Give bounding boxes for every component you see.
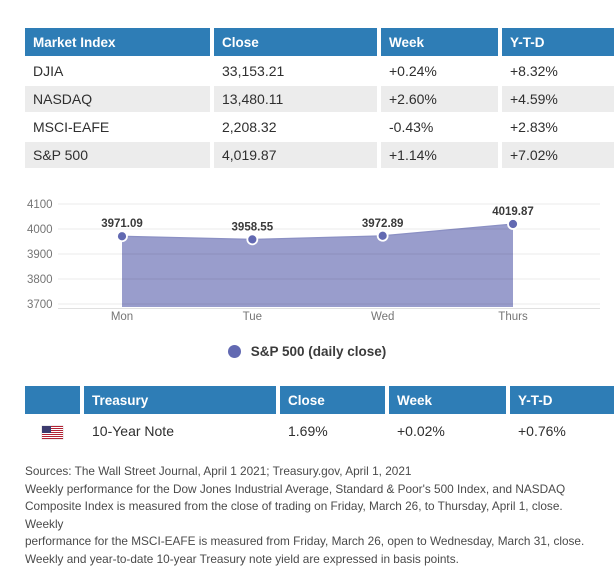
treasury-week: +0.02% [389, 416, 506, 446]
flag-cell [25, 416, 80, 446]
index-name: NASDAQ [25, 86, 210, 112]
header-ytd: Y-T-D [502, 28, 614, 56]
svg-text:Mon: Mon [111, 311, 133, 323]
table-row-djia: DJIA 33,153.21 +0.24% +8.32% [25, 58, 614, 84]
index-ytd: +4.59% [502, 86, 614, 112]
treasury-header-row: Treasury Close Week Y-T-D [25, 386, 614, 414]
svg-text:3972.89: 3972.89 [362, 218, 404, 230]
header-ytd: Y-T-D [510, 386, 614, 414]
chart-legend: S&P 500 (daily close) [0, 341, 614, 361]
market-index-table: Market Index Close Week Y-T-D DJIA 33,15… [21, 26, 614, 170]
index-name: MSCI-EAFE [33, 119, 110, 135]
header-market-index: Market Index [25, 28, 210, 56]
svg-text:3800: 3800 [27, 274, 53, 286]
header-close: Close [214, 28, 377, 56]
header-week: Week [389, 386, 506, 414]
table-row-10-year-note: 10-Year Note 1.69% +0.02% +0.76% [25, 416, 614, 446]
svg-text:4019.87: 4019.87 [492, 206, 534, 218]
index-week: +1.14% [381, 142, 498, 168]
treasury-close: 1.69% [280, 416, 385, 446]
index-name: S&P 500 [25, 142, 210, 168]
legend-label: S&P 500 (daily close) [250, 343, 387, 359]
header-flag-spacer [25, 386, 80, 414]
us-flag-icon [42, 425, 63, 439]
svg-text:Wed: Wed [371, 311, 394, 323]
svg-text:Thurs: Thurs [498, 311, 528, 323]
svg-text:3958.55: 3958.55 [232, 221, 274, 233]
header-close: Close [280, 386, 385, 414]
index-ytd: +8.32% [510, 63, 558, 79]
header-treasury: Treasury [84, 386, 276, 414]
flag-canton [42, 425, 51, 433]
svg-text:4100: 4100 [27, 199, 53, 211]
sp500-chart-area: 4100 4000 3900 3800 3700 Mon Tue Wed Thurs 3971.0… [0, 182, 614, 332]
svg-text:3700: 3700 [27, 299, 53, 311]
index-ytd: +2.83% [510, 119, 558, 135]
index-week: +2.60% [381, 86, 498, 112]
svg-text:3900: 3900 [27, 249, 53, 261]
index-name: DJIA [33, 63, 64, 79]
legend-dot-icon [227, 344, 241, 358]
treasury-ytd: +0.76% [510, 416, 614, 446]
svg-text:Tue: Tue [243, 311, 262, 323]
index-close: 4,019.87 [214, 142, 377, 168]
market-table-header-row: Market Index Close Week Y-T-D [25, 28, 614, 56]
index-close: 2,208.32 [222, 119, 277, 135]
index-close: 33,153.21 [222, 63, 285, 79]
index-week: +0.24% [389, 63, 437, 79]
treasury-name: 10-Year Note [84, 416, 276, 446]
index-week: -0.43% [389, 119, 434, 135]
table-row-msci-eafe: MSCI-EAFE 2,208.32 -0.43% +2.83% [25, 114, 614, 140]
treasury-table: Treasury Close Week Y-T-D 10-Year Note 1… [21, 384, 614, 448]
index-ytd: +7.02% [502, 142, 614, 168]
header-week: Week [381, 28, 498, 56]
table-row-sp500: S&P 500 4,019.87 +1.14% +7.02% [25, 142, 614, 168]
svg-text:3971.09: 3971.09 [101, 218, 143, 230]
index-close: 13,480.11 [214, 86, 377, 112]
table-row-nasdaq: NASDAQ 13,480.11 +2.60% +4.59% [25, 86, 614, 112]
sp500-area-chart: 4100 4000 3900 3800 3700 Mon Tue Wed Thurs 3971.0… [27, 199, 600, 323]
svg-text:4000: 4000 [27, 224, 53, 236]
sources-footnote: Sources: The Wall Street Journal, April … [25, 464, 585, 566]
